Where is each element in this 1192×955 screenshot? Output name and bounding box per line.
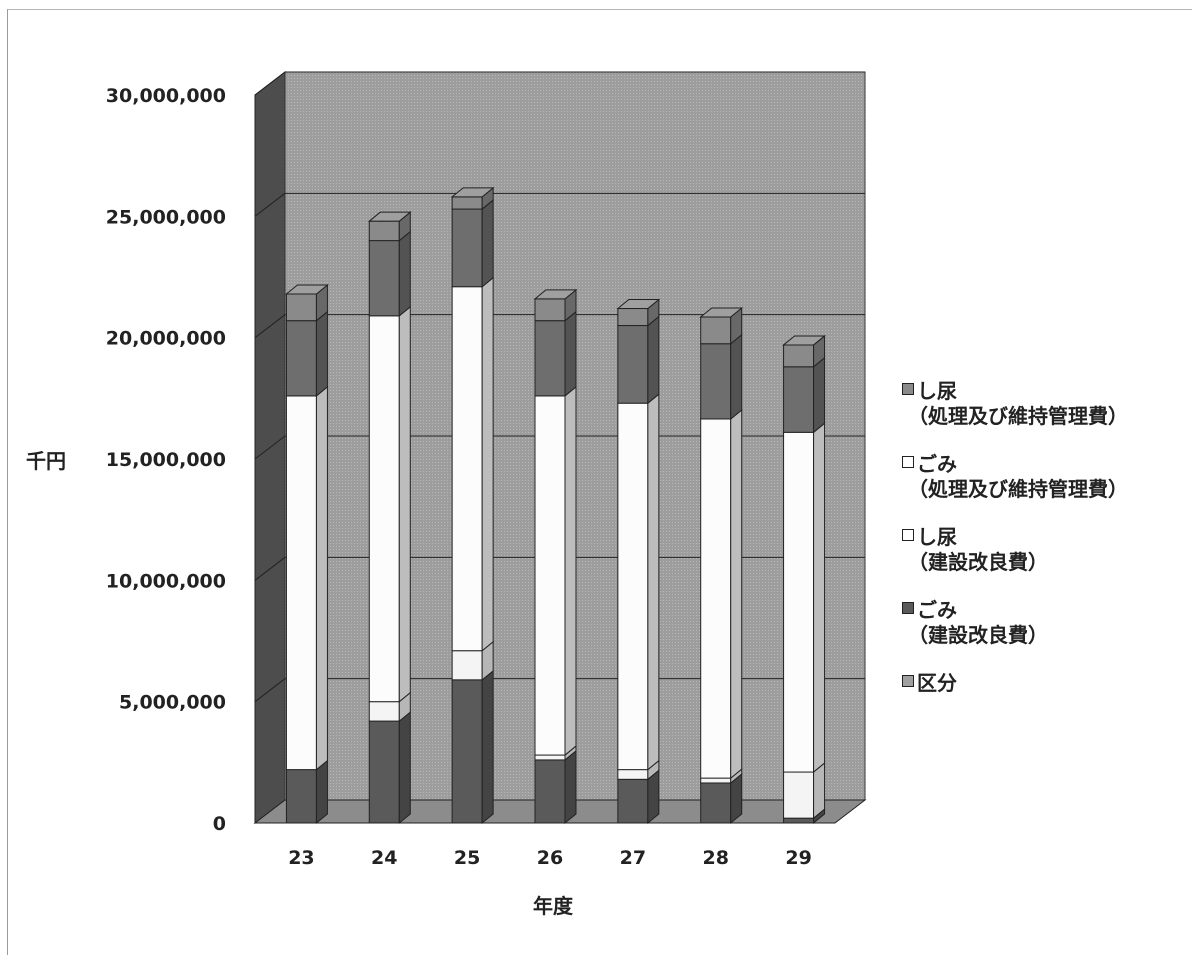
side-gridline bbox=[254, 71, 286, 96]
bar-segment bbox=[451, 640, 494, 681]
x-tick-label: 28 bbox=[702, 847, 728, 869]
bar-segment bbox=[616, 298, 661, 327]
legend-label: 区分 bbox=[917, 670, 957, 695]
side-gridline bbox=[254, 192, 286, 217]
legend-swatch bbox=[902, 675, 914, 687]
legend-item: し尿 （建設改良費） bbox=[902, 522, 1182, 576]
side-gridline bbox=[254, 435, 286, 460]
x-tick-label: 29 bbox=[785, 847, 811, 869]
bar-segment bbox=[285, 283, 329, 322]
bar-segment bbox=[451, 198, 494, 288]
y-axis-title: 千円 bbox=[26, 449, 66, 473]
bar-segment bbox=[783, 761, 826, 820]
bar-segment bbox=[617, 769, 660, 825]
side-gridline bbox=[254, 314, 286, 339]
bar-segment bbox=[368, 711, 411, 825]
bar-segment bbox=[783, 422, 826, 774]
x-tick-label: 24 bbox=[371, 847, 397, 869]
y-tick-label: 30,000,000 bbox=[106, 85, 226, 107]
bar-segment bbox=[699, 306, 744, 345]
legend-swatch bbox=[902, 383, 914, 395]
x-tick-label: 27 bbox=[620, 847, 646, 869]
x-tick-label: 25 bbox=[454, 847, 480, 869]
legend-sublabel: （処理及び維持管理費） bbox=[908, 477, 1128, 501]
legend-item: 区分 bbox=[902, 668, 1182, 695]
bar-segment bbox=[285, 385, 328, 771]
legend-label: し尿 bbox=[917, 524, 957, 549]
legend-label: し尿 bbox=[917, 378, 957, 403]
y-tick-label: 0 bbox=[213, 813, 226, 835]
legend-label: ごみ bbox=[917, 451, 957, 476]
chart-frame bbox=[7, 9, 1192, 955]
y-tick-label: 20,000,000 bbox=[106, 328, 226, 350]
bar-segment bbox=[451, 669, 494, 825]
legend-swatch bbox=[902, 602, 914, 614]
bar-segment bbox=[782, 334, 826, 368]
bar-segment bbox=[534, 749, 577, 825]
x-tick-label: 23 bbox=[288, 847, 314, 869]
side-gridline bbox=[254, 678, 286, 703]
bar-segment bbox=[368, 230, 411, 317]
bar-segment bbox=[534, 310, 577, 397]
bar-segment bbox=[450, 186, 495, 211]
bar-segment bbox=[285, 759, 328, 825]
y-tick-label: 10,000,000 bbox=[106, 570, 226, 592]
bar-segment bbox=[368, 305, 411, 703]
legend-sublabel: （建設改良費） bbox=[908, 550, 1048, 574]
bar-segment bbox=[700, 408, 743, 780]
bar-segment bbox=[534, 385, 577, 757]
y-tick-label: 5,000,000 bbox=[119, 692, 226, 714]
bar-segment bbox=[451, 276, 494, 652]
x-axis-title: 年度 bbox=[533, 894, 574, 918]
legend-item: し尿 （処理及び維持管理費） bbox=[902, 376, 1182, 430]
bar-segment bbox=[367, 211, 412, 242]
chart-legend: し尿 （処理及び維持管理費） ごみ （処理及び維持管理費） し尿 （建設改良費） ごみ （建設… bbox=[902, 376, 1182, 713]
legend-item: ごみ （処理及び維持管理費） bbox=[902, 449, 1182, 503]
legend-sublabel: （処理及び維持管理費） bbox=[908, 404, 1128, 428]
y-tick-label: 15,000,000 bbox=[106, 449, 226, 471]
legend-label: ごみ bbox=[917, 597, 957, 622]
bar-segment bbox=[285, 310, 328, 397]
bar-segment bbox=[617, 393, 660, 771]
y-tick-label: 25,000,000 bbox=[106, 206, 226, 228]
bar-segment bbox=[783, 356, 826, 434]
bar-segment bbox=[533, 288, 578, 322]
legend-sublabel: （建設改良費） bbox=[908, 623, 1048, 647]
legend-swatch bbox=[902, 456, 914, 468]
x-tick-label: 26 bbox=[537, 847, 563, 869]
bar-segment bbox=[700, 333, 743, 421]
legend-item: ごみ （建設改良費） bbox=[902, 595, 1182, 649]
bar-segment bbox=[700, 772, 743, 825]
bar-segment bbox=[617, 315, 660, 405]
side-gridline bbox=[254, 556, 286, 581]
legend-swatch bbox=[902, 529, 914, 541]
